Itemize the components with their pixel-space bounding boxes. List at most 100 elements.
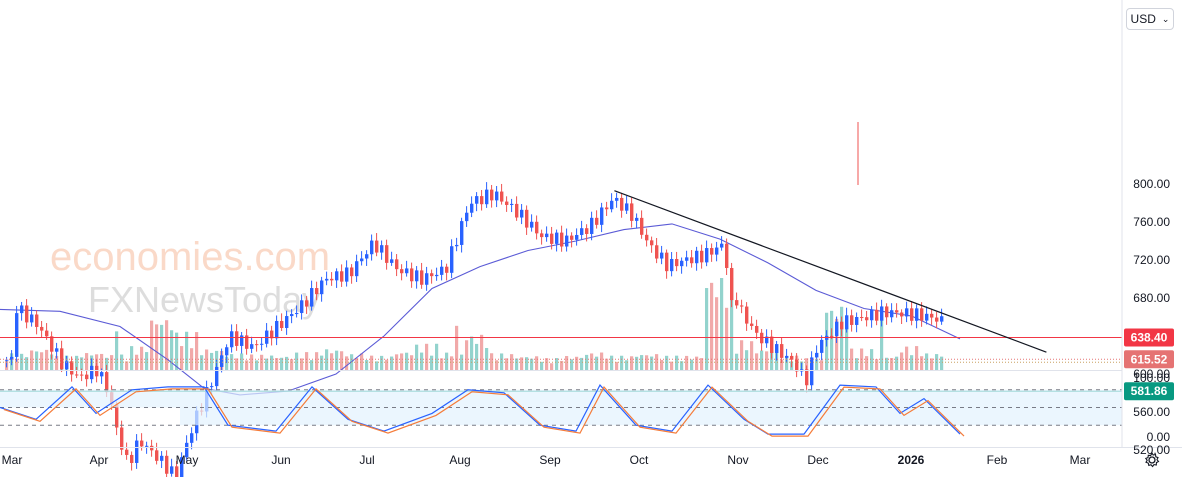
volume-bar (145, 352, 149, 370)
candle-body (700, 250, 704, 263)
candle-body (465, 212, 469, 222)
volume-bar (655, 354, 659, 370)
candle-body (420, 270, 424, 285)
volume-bar (600, 352, 604, 370)
volume-bar (890, 358, 894, 370)
candle-body (880, 306, 884, 321)
candle-body (690, 257, 694, 264)
candle (500, 183, 504, 205)
candle (150, 439, 154, 457)
x-tick-label: Mar (1070, 453, 1091, 467)
candle-body (595, 217, 599, 225)
candle (715, 241, 719, 262)
candle (515, 196, 519, 221)
candle (245, 328, 249, 355)
candle-body (530, 221, 534, 228)
volume-bar (155, 324, 159, 370)
volume-bar (905, 346, 909, 370)
candle (540, 229, 544, 245)
volume-bar (75, 355, 79, 370)
candle-body (245, 335, 249, 349)
candle-body (660, 252, 664, 259)
candle (390, 251, 394, 266)
y-tick-label: 680.00 (1133, 291, 1170, 305)
candle (920, 302, 924, 327)
chart-settings-button[interactable] (1143, 451, 1161, 469)
candle-body (360, 258, 364, 262)
candle (315, 281, 319, 301)
currency-selector[interactable]: USD ⌄ (1126, 8, 1174, 30)
candle-body (905, 308, 909, 317)
gear-icon (1144, 452, 1160, 468)
candle-body (705, 248, 709, 263)
candle (655, 238, 659, 264)
candle-body (15, 313, 19, 357)
oscillator-d-line (3, 386, 965, 437)
candle (130, 451, 134, 471)
candle-body (335, 271, 339, 281)
candle-body (240, 335, 244, 346)
candle-body (305, 300, 309, 307)
candle (815, 345, 819, 362)
candle (385, 239, 389, 270)
volume-bar (730, 278, 734, 370)
candle-body (165, 455, 169, 474)
candle (485, 182, 489, 208)
volume-bar (15, 359, 19, 370)
candle (85, 370, 89, 387)
candle (570, 232, 574, 248)
candle (735, 292, 739, 309)
volume-bar (315, 352, 319, 370)
volume-bar (780, 359, 784, 370)
volume-bar (940, 356, 944, 370)
volume-bar (100, 353, 104, 370)
candle-body (5, 359, 9, 361)
candle-body (795, 359, 799, 372)
candle-body (150, 445, 154, 451)
candle-body (900, 312, 904, 317)
volume-bar (125, 361, 129, 370)
candle (230, 324, 234, 353)
volume-bar (175, 332, 179, 370)
volume-bar (515, 358, 519, 370)
candle-body (650, 240, 654, 246)
candle-body (310, 288, 314, 307)
candle-body (295, 313, 299, 315)
candle (780, 337, 784, 364)
candle-body (585, 228, 589, 234)
candle (530, 214, 534, 232)
volume-bar (405, 352, 409, 370)
candle-body (410, 268, 414, 282)
chevron-down-icon: ⌄ (1161, 13, 1170, 24)
candle (25, 299, 29, 329)
x-tick-label: Nov (727, 453, 748, 467)
candle (640, 210, 644, 239)
volume-bar (545, 358, 549, 370)
candle (420, 262, 424, 289)
volume-bar (370, 355, 374, 370)
candle-body (870, 309, 874, 321)
candle-body (830, 335, 834, 337)
downtrend-line[interactable] (614, 190, 1047, 353)
candle (475, 192, 479, 212)
oscillator-k-line (0, 384, 961, 435)
volume-bar (130, 346, 134, 370)
candle (50, 331, 54, 359)
candle (225, 344, 229, 363)
volume-bar (605, 358, 609, 370)
candle-body (330, 278, 334, 281)
candle (730, 262, 734, 308)
candle (775, 340, 779, 361)
volume-bar (875, 359, 879, 370)
volume-bar (105, 357, 109, 370)
candle (310, 280, 314, 311)
volume-bar (480, 334, 484, 370)
volume-bar (740, 340, 744, 370)
watermark-line1: economies.com (50, 235, 330, 279)
candle-body (45, 330, 49, 337)
volume-bar (415, 344, 419, 370)
volume-bar (205, 349, 209, 370)
candle-body (860, 316, 864, 318)
candle-body (20, 305, 24, 314)
